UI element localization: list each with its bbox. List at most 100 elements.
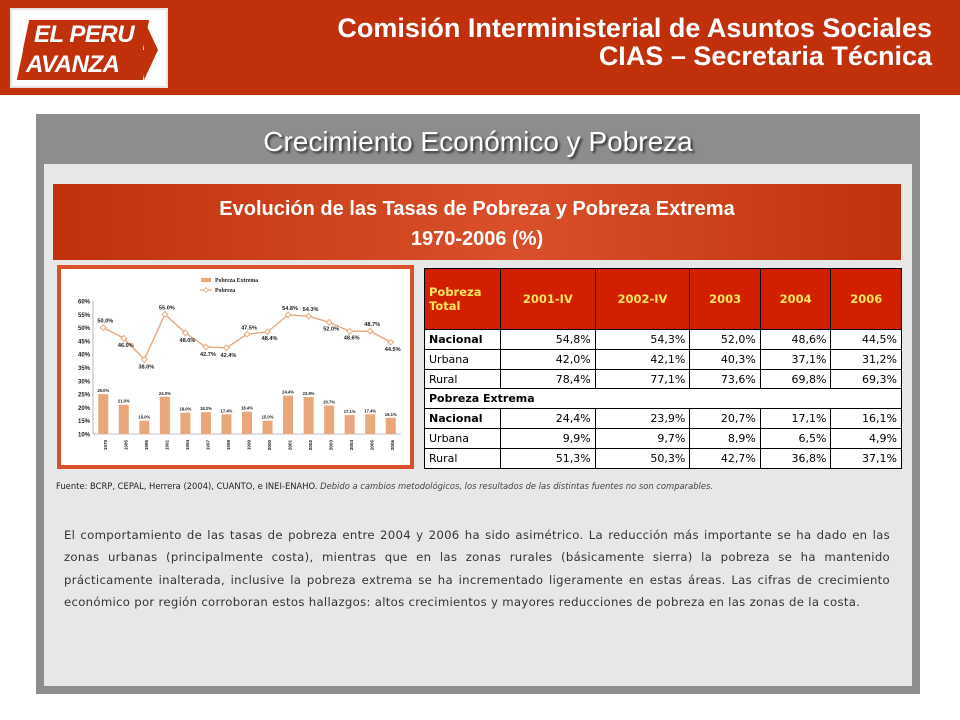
line-data-label: 47.5% <box>241 325 257 331</box>
logo-arrow <box>144 20 158 80</box>
table-cell: 16,1% <box>830 408 902 430</box>
x-tick-label: 1986 <box>144 439 149 450</box>
bar-pobreza-extrema <box>365 414 376 434</box>
bar-data-label: 17.4% <box>221 408 233 413</box>
line-point-pobreza <box>305 312 313 320</box>
chart-subtitle-band: Evolución de las Tasas de Pobreza y Pobr… <box>53 184 901 260</box>
table-cell: 40,3% <box>689 348 761 370</box>
line-point-pobreza <box>366 327 374 335</box>
table-cell: 78,4% <box>500 368 596 390</box>
table-cell: 42,1% <box>594 348 691 370</box>
x-tick-label: 1985 <box>123 439 128 450</box>
line-data-label: 42.7% <box>200 352 216 358</box>
bar-pobreza-extrema <box>180 412 191 434</box>
bar-pobreza-extrema <box>262 420 273 434</box>
line-data-label: 38.0% <box>138 365 154 371</box>
bar-pobreza-extrema <box>324 405 335 434</box>
y-tick-label: 20% <box>78 406 91 412</box>
table-row: Rural 51,3% 50,3% 42,7% 36,8% 37,1% <box>424 448 902 469</box>
bar-data-label: 17.1% <box>344 409 356 414</box>
y-tick-label: 30% <box>78 379 91 385</box>
line-data-label: 52.0% <box>323 326 339 332</box>
y-tick-label: 60% <box>78 300 91 306</box>
header-title-line2: CIAS – Secretaria Técnica <box>598 41 932 71</box>
bar-data-label: 24.4% <box>282 390 294 395</box>
line-point-pobreza <box>181 329 189 337</box>
line-point-pobreza <box>346 327 354 335</box>
table-cell: 37,1% <box>830 448 902 469</box>
y-tick-label: 40% <box>78 353 91 359</box>
line-point-pobreza <box>284 311 292 319</box>
legend-swatch-pobreza-extrema <box>201 278 211 282</box>
table-row-label: Nacional <box>424 408 501 430</box>
bar-pobreza-extrema <box>139 420 150 434</box>
table-cell: 50,3% <box>594 448 691 469</box>
y-tick-label: 10% <box>78 433 91 439</box>
body-paragraph: El comportamiento de las tasas de pobrez… <box>64 528 890 610</box>
table-cell: 36,8% <box>759 448 832 469</box>
bar-pobreza-extrema <box>344 415 355 434</box>
table-cell: 8,9% <box>689 428 761 450</box>
logo-text-el-peru: EL PERU <box>34 21 135 48</box>
x-tick-label: 2000 <box>267 439 272 450</box>
line-data-label: 50.0% <box>97 319 113 325</box>
table-cell: 20,7% <box>689 408 761 430</box>
source-note: Fuente: BCRP, CEPAL, Herrera (2004), CUA… <box>56 481 906 491</box>
line-point-pobreza <box>387 338 395 346</box>
line-data-label: 54.3% <box>303 307 319 313</box>
table-header-label: Pobreza Total <box>424 268 501 330</box>
line-point-pobreza <box>243 330 251 338</box>
bar-data-label: 16.1% <box>385 412 397 417</box>
x-tick-label: 1997 <box>205 439 210 450</box>
bar-data-label: 17.4% <box>364 408 376 413</box>
line-data-label: 48.6% <box>344 335 360 341</box>
bar-pobreza-extrema <box>221 414 232 434</box>
x-tick-label: 2002 <box>308 439 313 450</box>
table-row: Urbana 42,0% 42,1% 40,3% 37,1% 31,2% <box>424 348 902 370</box>
bar-pobreza-extrema <box>283 395 294 434</box>
x-tick-label: 2006 <box>390 439 395 450</box>
x-tick-label: 1991 <box>164 439 169 450</box>
table-cell: 52,0% <box>689 328 761 350</box>
table-cell: 23,9% <box>594 408 691 430</box>
bar-data-label: 18.0% <box>179 407 191 412</box>
x-tick-label: 1970 <box>103 439 108 450</box>
table-header-col: 2006 <box>830 268 902 330</box>
table-cell: 4,9% <box>830 428 902 450</box>
line-point-pobreza <box>202 343 210 351</box>
header-bar: EL PERU AVANZA Comisión Interministerial… <box>0 0 960 95</box>
x-tick-label: 1998 <box>226 439 231 450</box>
line-point-pobreza <box>264 328 272 336</box>
y-tick-label: 50% <box>78 326 91 332</box>
bar-data-label: 15.0% <box>138 415 150 420</box>
table-header-col: 2004 <box>759 268 832 330</box>
table-row-label: Rural <box>424 368 501 390</box>
table-cell: 37,1% <box>759 348 832 370</box>
line-data-label: 42.4% <box>221 353 237 359</box>
table-cell: 69,8% <box>759 368 832 390</box>
y-tick-label: 15% <box>78 419 91 425</box>
y-tick-label: 55% <box>78 313 91 319</box>
poverty-chart-frame: 10% 15% 20% 25% 30% 35% 40% 45% 50% 55% 60% 25.0% 21… <box>57 265 414 469</box>
bar-pobreza-extrema <box>98 394 109 434</box>
table-section-title: Pobreza Extrema <box>424 388 902 410</box>
x-tick-label: 2005 <box>370 439 375 450</box>
line-point-pobreza <box>222 344 230 352</box>
legend-label-pobreza-extrema: Pobreza Extrema <box>215 278 258 284</box>
bar-data-label: 15.0% <box>262 415 274 420</box>
line-data-label: 55.0% <box>159 305 175 311</box>
bar-data-label: 18.2% <box>200 406 212 411</box>
source-text: Fuente: BCRP, CEPAL, Herrera (2004), CUA… <box>56 481 318 491</box>
line-data-label: 48.0% <box>179 338 195 344</box>
table-row: Nacional 24,4% 23,9% 20,7% 17,1% 16,1% <box>424 408 902 430</box>
table-cell: 48,6% <box>759 328 832 350</box>
line-point-pobreza <box>120 334 128 342</box>
y-tick-label: 25% <box>78 393 91 399</box>
bar-pobreza-extrema <box>118 404 129 434</box>
table-row-label: Nacional <box>424 328 501 350</box>
table-header-col: 2003 <box>689 268 761 330</box>
table-row-label: Urbana <box>424 348 501 370</box>
bar-pobreza-extrema <box>159 396 170 434</box>
table-row-label: Urbana <box>424 428 501 450</box>
table-cell: 24,4% <box>500 408 596 430</box>
